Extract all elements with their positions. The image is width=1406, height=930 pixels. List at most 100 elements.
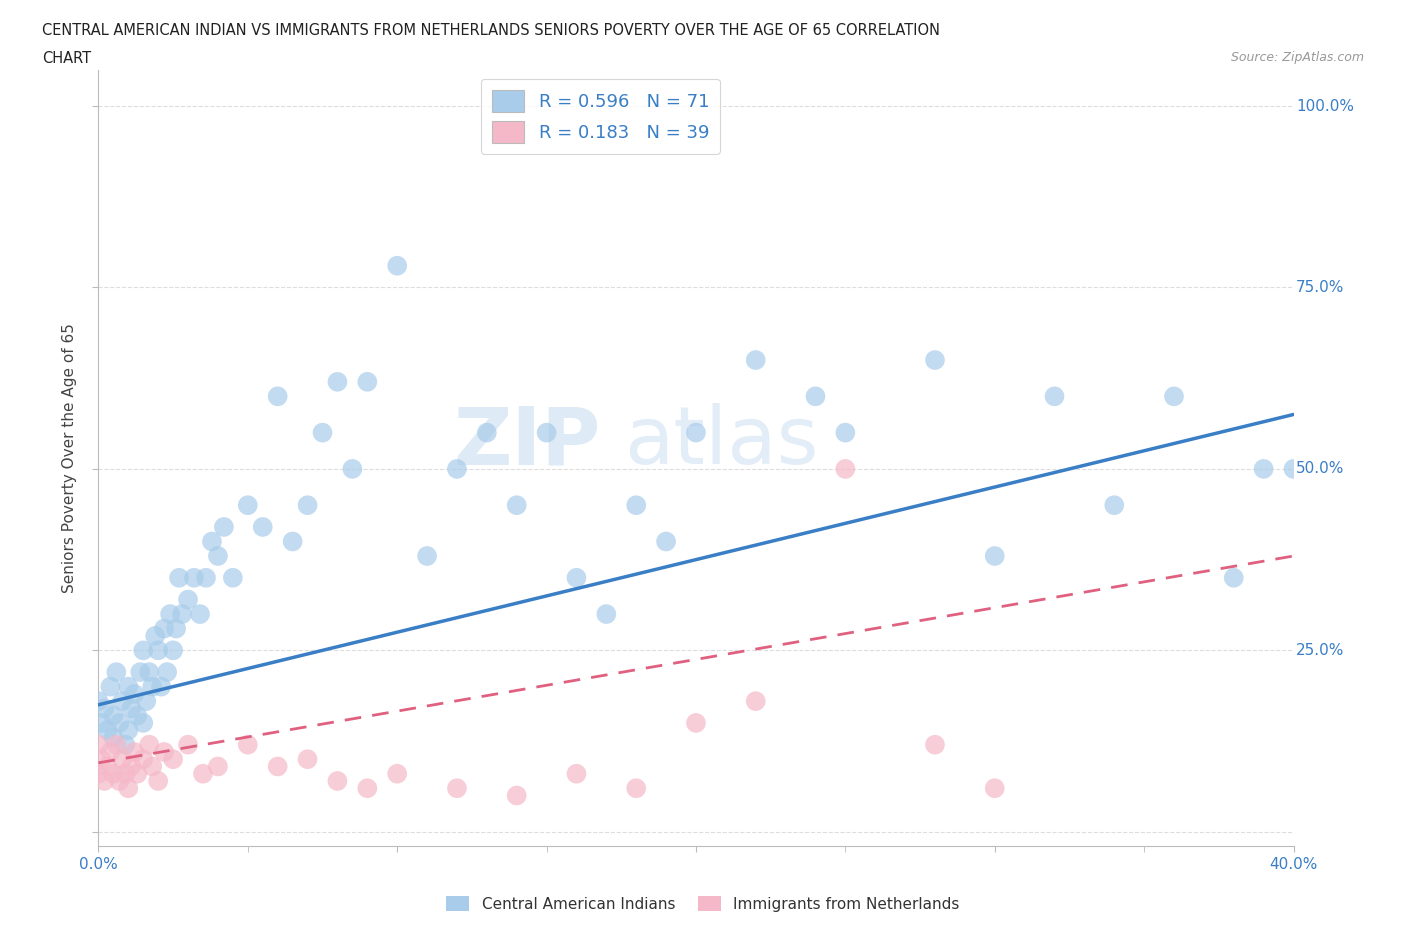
Point (159, 606, 181, 621)
Point (834, 461, 856, 476)
Point (834, 425, 856, 440)
Point (172, 606, 194, 621)
Point (103, 766, 125, 781)
Point (138, 665, 160, 680)
Point (201, 534, 224, 549)
Point (103, 709, 125, 724)
Point (132, 751, 155, 766)
Point (475, 425, 498, 440)
Point (153, 621, 176, 636)
Text: Source: ZipAtlas.com: Source: ZipAtlas.com (1230, 51, 1364, 64)
Point (114, 766, 136, 781)
Point (124, 745, 146, 760)
Point (804, 389, 827, 404)
Text: 25.0%: 25.0% (1296, 643, 1344, 658)
Point (138, 737, 160, 752)
Point (446, 781, 468, 796)
Point (141, 759, 163, 774)
Point (96, 759, 118, 774)
Point (124, 686, 146, 701)
Point (120, 701, 142, 716)
Point (194, 570, 218, 585)
Point (114, 737, 136, 752)
Point (87, 694, 110, 709)
Point (93, 701, 115, 716)
Point (117, 723, 139, 737)
Point (506, 498, 529, 512)
Point (311, 425, 333, 440)
Point (129, 665, 152, 680)
Point (745, 694, 768, 709)
Point (143, 629, 166, 644)
Legend: R = 0.596   N = 71, R = 0.183   N = 39: R = 0.596 N = 71, R = 0.183 N = 39 (481, 79, 720, 153)
Text: 75.0%: 75.0% (1296, 280, 1344, 295)
Point (148, 643, 170, 658)
Point (117, 781, 139, 796)
Point (685, 425, 707, 440)
Point (177, 592, 200, 607)
Point (624, 498, 647, 512)
Point (162, 751, 184, 766)
Point (983, 781, 1005, 796)
Legend: Central American Indians, Immigrants from Netherlands: Central American Indians, Immigrants fro… (440, 889, 966, 918)
Point (111, 694, 134, 709)
Text: 100.0%: 100.0% (1296, 99, 1354, 113)
Point (536, 425, 558, 440)
Point (111, 751, 134, 766)
Point (153, 745, 176, 760)
Point (342, 461, 364, 476)
Point (148, 774, 170, 789)
Text: CENTRAL AMERICAN INDIAN VS IMMIGRANTS FROM NETHERLANDS SENIORS POVERTY OVER THE : CENTRAL AMERICAN INDIAN VS IMMIGRANTS FR… (42, 23, 941, 38)
Point (446, 461, 468, 476)
Point (108, 774, 131, 789)
Point (595, 606, 617, 621)
Point (267, 759, 290, 774)
Point (87, 737, 110, 752)
Point (207, 549, 229, 564)
Text: atlas: atlas (624, 404, 818, 482)
Point (252, 520, 274, 535)
Point (207, 759, 229, 774)
Point (87, 766, 110, 781)
Point (267, 389, 290, 404)
Point (222, 570, 245, 585)
Point (297, 751, 319, 766)
Point (326, 774, 349, 789)
Point (93, 774, 115, 789)
Point (1253, 461, 1275, 476)
Point (385, 259, 409, 273)
Text: CHART: CHART (42, 51, 91, 66)
Point (624, 781, 647, 796)
Point (177, 737, 200, 752)
Point (1104, 498, 1126, 512)
Point (188, 606, 211, 621)
Point (356, 781, 378, 796)
Point (506, 788, 529, 803)
Point (183, 570, 205, 585)
Point (90, 751, 112, 766)
Point (117, 679, 139, 694)
Point (236, 498, 259, 512)
Point (165, 621, 187, 636)
Point (96, 723, 118, 737)
Point (297, 498, 319, 512)
Point (132, 715, 155, 730)
Point (385, 766, 409, 781)
Point (135, 694, 157, 709)
Point (1223, 570, 1246, 585)
Point (745, 352, 768, 367)
Point (212, 520, 235, 535)
Point (156, 665, 179, 680)
Point (565, 570, 588, 585)
Point (655, 534, 678, 549)
Point (565, 766, 588, 781)
Point (150, 679, 173, 694)
Point (236, 737, 259, 752)
Point (1043, 389, 1066, 404)
Point (983, 549, 1005, 564)
Point (685, 715, 707, 730)
Point (1282, 461, 1305, 476)
Text: 50.0%: 50.0% (1296, 461, 1344, 476)
Point (120, 759, 142, 774)
Point (416, 549, 439, 564)
